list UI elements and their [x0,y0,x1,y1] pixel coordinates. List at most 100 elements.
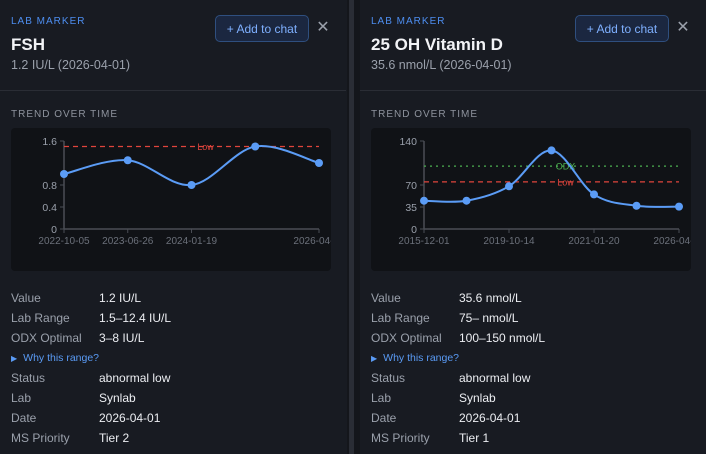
divider [0,90,346,91]
scrollbar[interactable] [349,0,354,454]
data-point [590,190,598,199]
detail-row: Lab Range 75– nmol/L [371,308,545,328]
x-tick-label: 2024-01-19 [166,236,218,247]
y-tick-label: 70 [405,180,417,192]
y-tick-label: 0.4 [42,202,57,214]
x-tick-label: 2026-04-01 [293,236,331,247]
trend-chart-svg: 0 35 70 140 2015-12-01 2019-10-14 2021-01-20 20… [398,136,705,247]
why-this-range-toggle[interactable]: ▶ Why this range? [371,348,545,368]
detail-value: Synlab [99,391,136,405]
detail-row: Value 1.2 IU/L [11,288,171,308]
detail-row: MS Priority Tier 2 [11,428,171,448]
detail-label: Lab Range [371,311,430,325]
data-point [547,146,556,155]
why-label: Why this range? [23,352,100,364]
data-point [675,202,683,211]
reference-line-label: ODX [556,162,576,172]
detail-row: Value 35.6 nmol/L [371,288,545,308]
y-tick-label: 0.8 [42,180,57,192]
detail-row: Date 2026-04-01 [11,408,171,428]
detail-value: 100–150 nmol/L [459,331,546,345]
lab-marker-panel: LAB MARKER 25 OH Vitamin D 35.6 nmol/L (… [360,0,706,454]
x-tick-label: 2019-10-14 [483,236,535,247]
data-point [60,170,68,178]
close-icon[interactable]: ✕ [316,19,330,36]
reference-line-label: Low [197,142,214,152]
detail-value: 2026-04-01 [99,411,161,425]
detail-row: ODX Optimal 100–150 nmol/L [371,328,545,348]
series-line [423,149,680,208]
trend-chart: 0 35 70 140 2015-12-01 2019-10-14 2021-01-20 20… [371,128,705,271]
data-point [632,201,641,210]
detail-value: 2026-04-01 [459,411,521,425]
close-icon[interactable]: ✕ [676,19,690,36]
x-tick-label: 2023-06-26 [102,236,154,247]
panel-divider [347,0,360,454]
detail-value: 35.6 nmol/L [459,291,522,305]
triangle-right-icon: ▶ [371,353,378,363]
lab-marker-panel: LAB MARKER FSH 1.2 IU/L (2026-04-01) + A… [0,0,346,454]
detail-row: Status abnormal low [371,368,545,388]
detail-value: abnormal low [459,371,531,385]
detail-value: 1.2 IU/L [99,291,142,305]
detail-label: MS Priority [11,431,70,445]
data-point [505,182,513,191]
y-tick-label: 140 [399,136,417,148]
detail-label: ODX Optimal [371,331,442,345]
detail-list: Value 1.2 IU/L Lab Range 1.5–12.4 IU/L ODX O… [11,288,171,448]
marker-title: 25 OH Vitamin D [371,35,503,54]
trend-heading: TREND OVER TIME [11,109,119,120]
y-tick-label: 0 [411,224,417,236]
why-label: Why this range? [383,352,460,364]
series-line [63,145,320,187]
detail-row: Lab Synlab [11,388,171,408]
detail-label: Status [11,371,46,385]
marker-subtitle: 1.2 IU/L (2026-04-01) [11,58,131,72]
triangle-right-icon: ▶ [11,353,18,363]
detail-label: Lab Range [11,311,70,325]
detail-row: Lab Synlab [371,388,545,408]
panel-kicker: LAB MARKER [371,16,446,27]
y-tick-label: 1.6 [42,136,57,148]
trend-chart-svg: 0 0.4 0.8 1.6 2022-10-05 2023-06-26 2024-01-19… [38,136,345,247]
detail-label: Value [11,291,41,305]
add-to-chat-button[interactable]: + Add to chat [215,15,309,42]
data-point [251,142,260,151]
add-to-chat-button[interactable]: + Add to chat [575,15,669,42]
detail-row: MS Priority Tier 1 [371,428,545,448]
trend-heading: TREND OVER TIME [371,109,479,120]
reference-line-label: Low [557,177,574,187]
detail-label: Date [371,411,397,425]
detail-value: 3–8 IU/L [99,331,145,345]
x-tick-label: 2021-01-20 [568,236,620,247]
data-point [420,196,428,205]
detail-label: ODX Optimal [11,331,82,345]
detail-label: Status [371,371,406,385]
detail-label: Date [11,411,37,425]
detail-list: Value 35.6 nmol/L Lab Range 75– nmol/L ODX O… [371,288,545,448]
detail-label: Lab [11,391,32,405]
x-tick-label: 2022-10-05 [38,236,90,247]
detail-row: Status abnormal low [11,368,171,388]
marker-subtitle: 35.6 nmol/L (2026-04-01) [371,58,512,72]
divider [360,90,706,91]
detail-row: ODX Optimal 3–8 IU/L [11,328,171,348]
detail-label: MS Priority [371,431,430,445]
detail-value: Tier 1 [459,431,490,445]
x-tick-label: 2015-12-01 [398,236,450,247]
trend-chart: 0 0.4 0.8 1.6 2022-10-05 2023-06-26 2024-01-19… [11,128,345,271]
data-point [462,196,471,205]
detail-row: Lab Range 1.5–12.4 IU/L [11,308,171,328]
y-tick-label: 35 [405,202,417,214]
panel-kicker: LAB MARKER [11,16,86,27]
detail-value: 75– nmol/L [459,311,519,325]
why-this-range-toggle[interactable]: ▶ Why this range? [11,348,171,368]
detail-value: Tier 2 [99,431,130,445]
data-point [123,156,132,165]
detail-label: Lab [371,391,392,405]
marker-title: FSH [11,35,45,54]
y-tick-label: 0 [51,224,57,236]
detail-value: 1.5–12.4 IU/L [99,311,172,325]
detail-value: abnormal low [99,371,171,385]
data-point [187,181,196,189]
